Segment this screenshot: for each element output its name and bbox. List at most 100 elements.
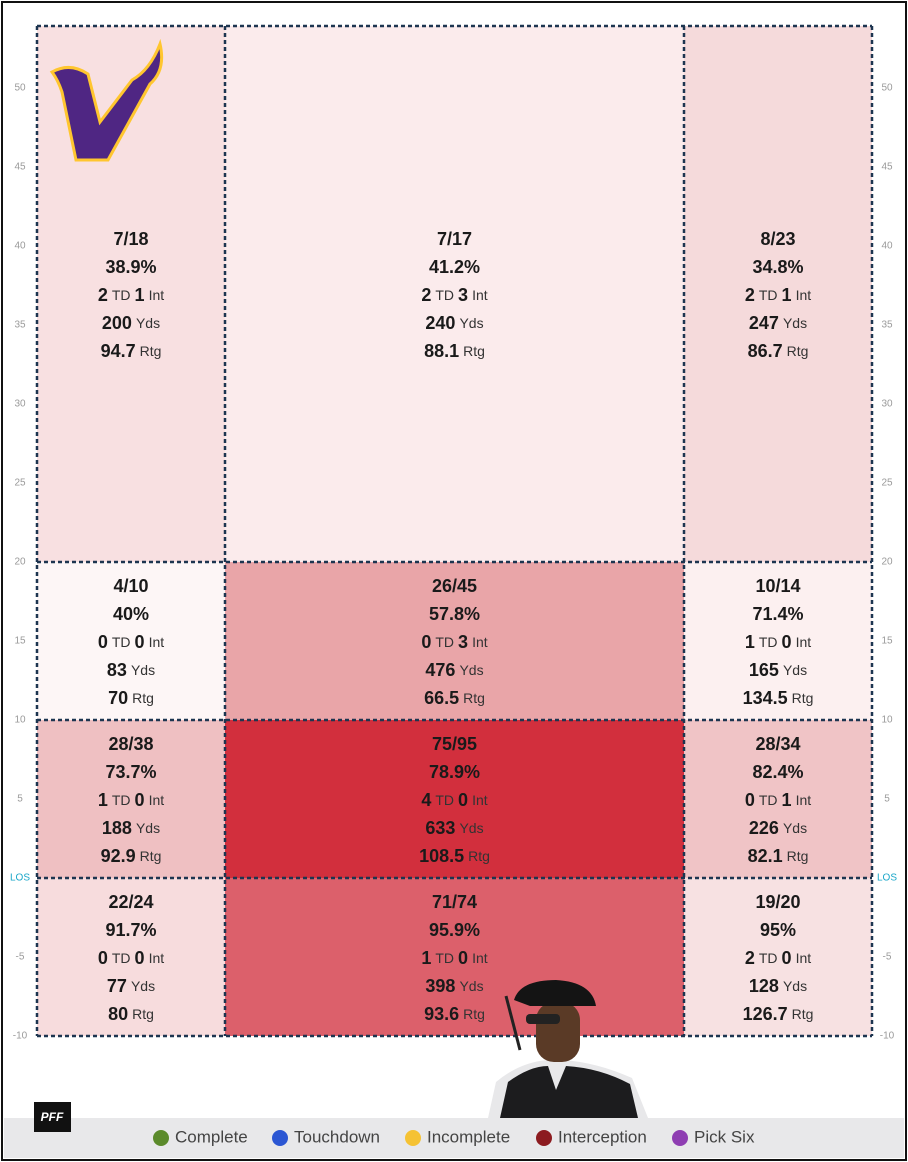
rating: 108.5 <box>419 846 464 866</box>
int-count: 1 <box>782 285 792 305</box>
y-tick-label: 20 <box>881 557 893 568</box>
int-label: Int <box>149 287 165 303</box>
td-count: 0 <box>421 632 431 652</box>
stat-line: 1 TD 0 Int <box>745 632 811 652</box>
td-label: TD <box>435 792 454 808</box>
stat-line: 240 Yds <box>425 313 483 333</box>
completions: 7/17 <box>437 229 472 249</box>
rtg-label: Rtg <box>463 690 485 706</box>
td-count: 2 <box>421 285 431 305</box>
stat-line: 165 Yds <box>749 660 807 680</box>
td-count: 4 <box>421 790 431 810</box>
td-count: 0 <box>98 632 108 652</box>
yards: 83 <box>107 660 127 680</box>
yards: 240 <box>425 313 455 333</box>
int-count: 0 <box>782 948 792 968</box>
legend-label: Incomplete <box>427 1127 510 1146</box>
completion-pct: 95% <box>760 920 796 940</box>
legend-label: Touchdown <box>294 1127 380 1146</box>
completions: 28/34 <box>755 734 800 754</box>
td-label: TD <box>112 792 131 808</box>
completion-pct: 57.8% <box>429 604 480 624</box>
td-count: 2 <box>745 285 755 305</box>
yards: 633 <box>425 818 455 838</box>
yds-label: Yds <box>783 315 807 331</box>
y-tick-label: 45 <box>881 162 893 173</box>
y-tick-label: 10 <box>14 715 26 726</box>
y-tick-label: 5 <box>17 794 23 805</box>
rtg-label: Rtg <box>787 848 809 864</box>
int-label: Int <box>796 792 812 808</box>
yds-label: Yds <box>783 978 807 994</box>
stat-line: 226 Yds <box>749 818 807 838</box>
rtg-label: Rtg <box>463 343 485 359</box>
completions: 8/23 <box>760 229 795 249</box>
rating: 70 <box>108 688 128 708</box>
completion-pct: 40% <box>113 604 149 624</box>
yds-label: Yds <box>459 315 483 331</box>
zone <box>37 878 225 1036</box>
stat-line: 70 Rtg <box>108 688 154 708</box>
rating: 134.5 <box>743 688 788 708</box>
coach-photo <box>488 980 648 1118</box>
yds-label: Yds <box>783 820 807 836</box>
rating: 66.5 <box>424 688 459 708</box>
y-tick-label: 25 <box>14 478 26 489</box>
td-label: TD <box>759 287 778 303</box>
stat-line: 633 Yds <box>425 818 483 838</box>
rating: 92.9 <box>101 846 136 866</box>
rating: 82.1 <box>748 846 783 866</box>
completions: 19/20 <box>755 892 800 912</box>
yards: 128 <box>749 976 779 996</box>
zone <box>684 878 872 1036</box>
yards: 188 <box>102 818 132 838</box>
rating: 93.6 <box>424 1004 459 1024</box>
td-count: 1 <box>98 790 108 810</box>
yds-label: Yds <box>783 662 807 678</box>
yds-label: Yds <box>131 978 155 994</box>
y-tick-label: 25 <box>881 478 893 489</box>
td-count: 2 <box>745 948 755 968</box>
yards: 398 <box>425 976 455 996</box>
y-tick-label: 30 <box>14 399 26 410</box>
completions: 75/95 <box>432 734 477 754</box>
stat-line: 134.5 Rtg <box>743 688 814 708</box>
y-tick-label: -10 <box>13 1031 28 1042</box>
legend-label: Pick Six <box>694 1127 755 1146</box>
legend-swatch <box>272 1130 288 1146</box>
completions: 10/14 <box>755 576 800 596</box>
td-count: 0 <box>98 948 108 968</box>
stat-line: 66.5 Rtg <box>424 688 485 708</box>
y-tick-label: 15 <box>14 636 26 647</box>
y-tick-label: -5 <box>883 952 892 963</box>
completion-pct: 82.4% <box>752 762 803 782</box>
zone-borders <box>35 24 874 1038</box>
stat-line: 126.7 Rtg <box>743 1004 814 1024</box>
yards: 165 <box>749 660 779 680</box>
td-count: 1 <box>421 948 431 968</box>
completion-pct: 71.4% <box>752 604 803 624</box>
y-tick-label: 20 <box>14 557 26 568</box>
stat-line: 0 TD 0 Int <box>98 632 164 652</box>
stat-line: 77 Yds <box>107 976 155 996</box>
td-count: 2 <box>98 285 108 305</box>
yards: 226 <box>749 818 779 838</box>
rtg-label: Rtg <box>787 343 809 359</box>
stat-line: 93.6 Rtg <box>424 1004 485 1024</box>
stat-line: 88.1 Rtg <box>424 341 485 361</box>
completion-pct: 41.2% <box>429 257 480 277</box>
yds-label: Yds <box>131 662 155 678</box>
zone <box>225 720 684 878</box>
td-label: TD <box>112 634 131 650</box>
td-label: TD <box>112 287 131 303</box>
stat-line: 1 TD 0 Int <box>98 790 164 810</box>
zone <box>684 562 872 720</box>
completions: 28/38 <box>108 734 153 754</box>
yds-label: Yds <box>459 978 483 994</box>
y-tick-label: 30 <box>881 399 893 410</box>
td-label: TD <box>759 950 778 966</box>
rtg-label: Rtg <box>140 343 162 359</box>
zone <box>37 720 225 878</box>
stat-line: 92.9 Rtg <box>101 846 162 866</box>
